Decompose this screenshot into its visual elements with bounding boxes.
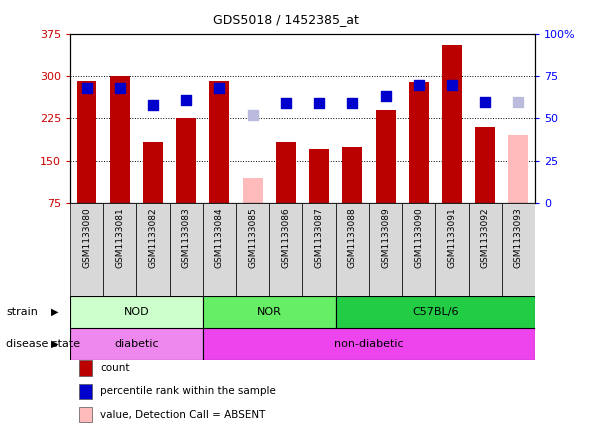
Text: non-diabetic: non-diabetic [334, 339, 404, 349]
Text: GSM1133091: GSM1133091 [447, 208, 457, 269]
Text: GSM1133089: GSM1133089 [381, 208, 390, 269]
Bar [103, 203, 136, 296]
Bar [469, 203, 502, 296]
Bar [369, 203, 402, 296]
Text: count: count [100, 363, 130, 373]
Text: GSM1133088: GSM1133088 [348, 208, 357, 269]
Text: GSM1133090: GSM1133090 [414, 208, 423, 269]
Bar [269, 203, 302, 296]
Text: ▶: ▶ [51, 339, 58, 349]
Point [215, 85, 224, 91]
Bar [176, 118, 196, 203]
Text: GSM1133080: GSM1133080 [82, 208, 91, 269]
Point [248, 112, 258, 118]
Bar [170, 203, 203, 296]
Text: NOR: NOR [257, 307, 282, 317]
Text: value, Detection Call = ABSENT: value, Detection Call = ABSENT [100, 409, 266, 420]
Bar [77, 81, 97, 203]
Text: ▶: ▶ [51, 307, 58, 317]
Text: GSM1133086: GSM1133086 [282, 208, 291, 269]
Text: GDS5018 / 1452385_at: GDS5018 / 1452385_at [213, 13, 359, 26]
Text: GSM1133084: GSM1133084 [215, 208, 224, 268]
Point [414, 81, 424, 88]
Text: strain: strain [6, 307, 38, 317]
Bar [243, 178, 263, 203]
Bar [409, 82, 429, 203]
Bar [203, 328, 535, 360]
Point [447, 81, 457, 88]
Bar [376, 110, 395, 203]
Text: NOD: NOD [123, 307, 149, 317]
Point [381, 93, 390, 100]
Bar [236, 203, 269, 296]
Text: GSM1133087: GSM1133087 [314, 208, 323, 269]
Text: GSM1133093: GSM1133093 [514, 208, 523, 269]
Bar [336, 203, 369, 296]
Bar [276, 142, 296, 203]
Bar [475, 127, 495, 203]
Bar [209, 81, 229, 203]
Text: disease state: disease state [6, 339, 80, 349]
Text: GSM1133085: GSM1133085 [248, 208, 257, 269]
Bar [203, 296, 336, 328]
Text: GSM1133081: GSM1133081 [116, 208, 124, 269]
Text: GSM1133082: GSM1133082 [148, 208, 157, 268]
Bar [302, 203, 336, 296]
Bar [143, 142, 163, 203]
Bar [342, 147, 362, 203]
Point [181, 96, 191, 103]
Text: GSM1133092: GSM1133092 [481, 208, 489, 268]
Text: diabetic: diabetic [114, 339, 159, 349]
Bar [309, 149, 329, 203]
Bar [402, 203, 435, 296]
Text: C57BL/6: C57BL/6 [412, 307, 458, 317]
Bar [336, 296, 535, 328]
Bar [502, 203, 535, 296]
Point [480, 98, 490, 105]
Point [347, 100, 357, 107]
Bar [70, 296, 203, 328]
Point [81, 85, 91, 91]
Bar [136, 203, 170, 296]
Bar [203, 203, 236, 296]
Bar [70, 203, 103, 296]
Bar [110, 76, 130, 203]
Text: GSM1133083: GSM1133083 [182, 208, 191, 269]
Bar [70, 328, 203, 360]
Bar [442, 45, 462, 203]
Point [281, 100, 291, 107]
Point [115, 85, 125, 91]
Bar [508, 135, 528, 203]
Bar [435, 203, 469, 296]
Point [314, 100, 324, 107]
Point [514, 98, 523, 105]
Point [148, 102, 158, 108]
Text: percentile rank within the sample: percentile rank within the sample [100, 386, 276, 396]
